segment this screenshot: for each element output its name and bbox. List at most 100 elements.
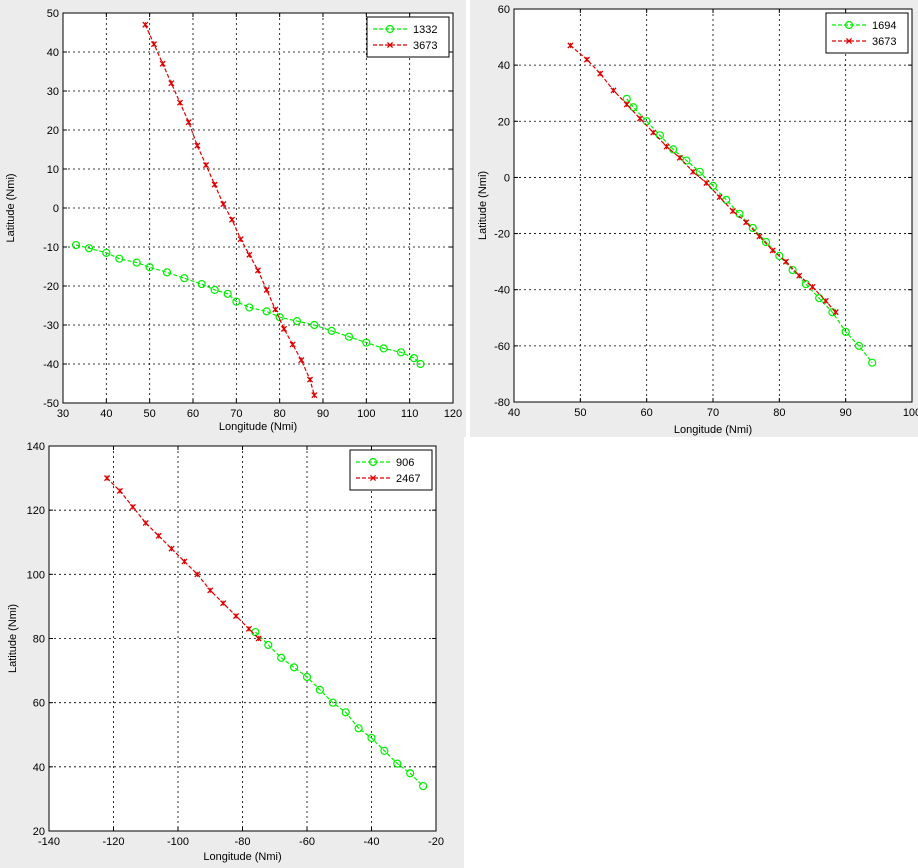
data-point <box>298 357 305 364</box>
data-point <box>142 21 149 28</box>
data-point <box>254 267 262 274</box>
data-point <box>341 708 350 717</box>
data-point <box>155 532 162 539</box>
y-axis-label: Latitude (Nmi) <box>7 604 19 673</box>
data-point <box>809 283 816 290</box>
y-axis-label: Latitude (Nmi) <box>477 171 489 240</box>
data-point <box>277 653 286 662</box>
legend-item-1694: 1694 <box>832 20 896 32</box>
x-tick-label: 110 <box>401 408 419 420</box>
y-tick-label: 10 <box>47 164 59 176</box>
data-point <box>103 475 111 482</box>
data-point <box>327 326 336 335</box>
data-point <box>663 143 670 150</box>
data-point <box>716 194 723 201</box>
y-tick-label: 120 <box>27 505 45 517</box>
y-tick-label: 80 <box>33 634 45 646</box>
x-tick-label: -60 <box>299 836 315 848</box>
y-tick-label: -20 <box>43 281 59 293</box>
legend-label: 906 <box>396 457 414 469</box>
data-point <box>255 635 262 642</box>
data-point <box>176 99 184 106</box>
data-point <box>676 154 683 161</box>
data-point <box>416 359 425 369</box>
legend-label: 1332 <box>413 24 437 36</box>
y-tick-label: 60 <box>33 698 45 710</box>
legend-marker <box>369 474 377 482</box>
legend-label: 1694 <box>872 20 896 32</box>
data-point <box>181 558 188 565</box>
legend-marker <box>386 41 394 49</box>
data-point <box>71 240 81 250</box>
data-point <box>210 285 219 294</box>
legend-marker <box>845 37 853 45</box>
legend: 1332 3673 <box>366 16 450 58</box>
data-point <box>168 80 175 87</box>
data-point <box>379 344 388 353</box>
x-tick-label: 60 <box>641 407 653 419</box>
chart-2-svg: 40 50 60 70 80 90 100 -80 -60 -40 -20 0 20 40 60 Longit… <box>477 4 918 436</box>
data-point <box>868 358 877 367</box>
y-tick-label: 40 <box>498 60 510 72</box>
data-point <box>396 348 406 357</box>
data-point <box>302 672 312 682</box>
y-tick-label: 20 <box>47 125 59 137</box>
y-tick-label: 20 <box>498 116 510 128</box>
data-point <box>409 354 419 363</box>
legend-label: 3673 <box>413 40 437 52</box>
series-3673 <box>567 42 839 316</box>
chart-panel-1: 30 40 50 60 70 80 90 100 110 120 -50 -40 -30 -20 -10 0 1… <box>0 0 466 437</box>
chart-panel-2: 40 50 60 70 80 90 100 -80 -60 -40 -20 0 20 40 60 Longit… <box>470 0 918 437</box>
x-tick-label: 70 <box>230 408 242 420</box>
x-tick-label: 60 <box>187 408 199 420</box>
data-point <box>690 168 697 175</box>
y-tick-label: -80 <box>494 397 510 409</box>
data-point <box>289 341 296 348</box>
legend-item-3673: 3673 <box>832 36 896 48</box>
data-point <box>142 519 149 527</box>
data-point <box>272 306 279 313</box>
data-point <box>280 325 288 332</box>
data-point <box>263 286 270 293</box>
y-axis-label: Latitude (Nmi) <box>5 173 17 242</box>
y-tick-label: -50 <box>43 398 59 410</box>
x-axis-label: Longitude (Nmi) <box>219 421 297 433</box>
data-point <box>292 317 302 326</box>
x-tick-label: -80 <box>235 836 251 848</box>
data-point <box>769 247 776 254</box>
x-tick-label: 50 <box>574 407 586 419</box>
data-point <box>159 60 166 67</box>
x-tick-label: -40 <box>364 836 380 848</box>
y-tick-label: 100 <box>27 569 45 581</box>
x-tick-label: 100 <box>903 407 918 419</box>
legend-item-2467: 2467 <box>356 473 420 485</box>
data-point <box>290 663 299 672</box>
data-point <box>132 258 141 267</box>
x-tick-label: 80 <box>773 407 785 419</box>
series-2467 <box>103 475 262 642</box>
x-tick-label: -100 <box>167 836 189 848</box>
y-tick-label: -20 <box>494 229 510 241</box>
data-point <box>211 181 218 188</box>
data-point <box>328 698 337 707</box>
x-axis-label: Longitude (Nmi) <box>203 851 281 863</box>
data-point <box>202 162 210 169</box>
grid <box>514 9 912 402</box>
data-point <box>682 156 691 165</box>
data-point <box>262 307 271 316</box>
data-point <box>380 746 389 755</box>
data-point <box>197 279 206 289</box>
y-tick-label: -60 <box>494 341 510 353</box>
data-point <box>194 571 201 578</box>
series-3673 <box>142 21 318 399</box>
legend-item-1332: 1332 <box>373 24 437 36</box>
data-point <box>832 309 839 316</box>
data-point <box>703 179 710 187</box>
y-tick-label: 40 <box>47 47 59 59</box>
x-tick-label: 50 <box>144 408 156 420</box>
data-point <box>207 587 214 594</box>
data-point <box>650 129 657 136</box>
data-point <box>775 251 784 261</box>
data-point <box>315 685 324 694</box>
y-tick-label: -10 <box>43 242 59 254</box>
